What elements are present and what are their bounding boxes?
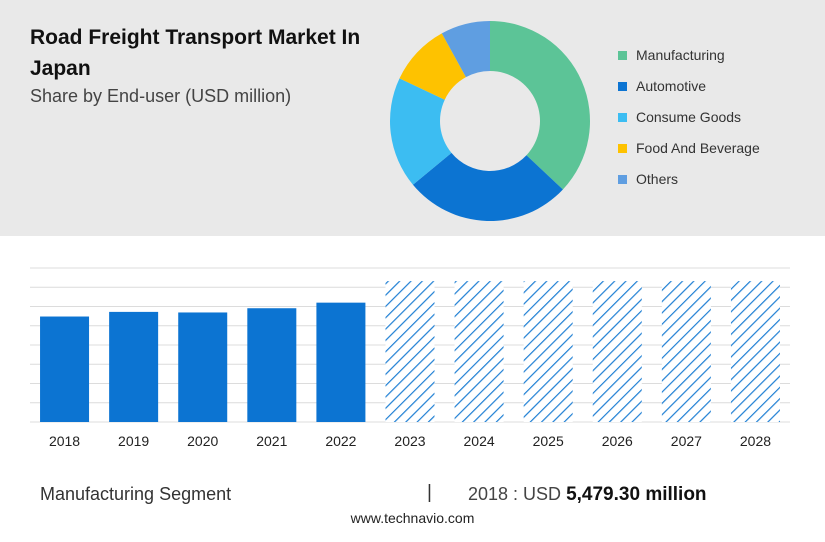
x-tick-label-2025: 2025 (533, 433, 564, 449)
bar-2022 (316, 302, 366, 422)
legend-label: Consume Goods (636, 109, 742, 125)
donut-slice-manufacturing (490, 21, 590, 190)
bar-chart: 2018 2019 2020 2021 2022 2023 2024 2025 2026 2027… (30, 267, 790, 449)
x-tick-label-2022: 2022 (325, 433, 356, 449)
legend-label: Manufacturing (636, 47, 725, 63)
donut-slice-others (441, 20, 490, 78)
bar-forecast-2026 (592, 281, 642, 422)
x-tick-label-2027: 2027 (671, 433, 702, 449)
legend-label: Others (636, 171, 679, 187)
legend-swatch (618, 112, 627, 122)
source-link[interactable]: www.technavio.com (350, 510, 475, 526)
donut-slice-food-and-beverage (399, 33, 466, 100)
segment-label: Manufacturing Segment (40, 484, 232, 504)
bar-forecast-2027 (661, 281, 711, 422)
bar-forecast-2024 (454, 281, 504, 422)
bar-2020 (178, 312, 228, 422)
donut-slice-consume-goods (390, 78, 452, 185)
summary-divider: | (427, 482, 432, 503)
bar-2021 (247, 308, 297, 422)
x-tick-label-2024: 2024 (464, 433, 495, 449)
bar-forecast-2023 (385, 281, 435, 422)
donut-slice-automotive (412, 152, 563, 221)
donut-chart (390, 20, 590, 221)
chart-title: Road Freight Transport Market In Japan (30, 26, 361, 80)
legend-swatch (618, 81, 627, 91)
legend-item-automotive: Automotive (618, 67, 760, 105)
x-tick-label-2026: 2026 (602, 433, 633, 449)
legend-item-food-and-beverage: Food And Beverage (618, 129, 760, 167)
chart-subtitle: Share by End-user (USD million) (30, 86, 292, 106)
legend-item-manufacturing: Manufacturing (618, 36, 760, 74)
segment-value: 2018 : USD 5,479.30 million (468, 484, 707, 506)
summary-bar: Manufacturing Segment | 2018 : USD 5,479… (0, 474, 825, 514)
bar-forecast-2025 (523, 281, 573, 422)
value-prefix: 2018 : USD (468, 484, 562, 504)
legend-swatch (618, 50, 627, 60)
legend-swatch (618, 174, 627, 184)
x-tick-label-2020: 2020 (187, 433, 218, 449)
x-tick-label-2028: 2028 (740, 433, 771, 449)
legend-item-consume-goods: Consume Goods (618, 98, 760, 136)
x-tick-label-2023: 2023 (394, 433, 425, 449)
x-tick-label-2019: 2019 (118, 433, 149, 449)
bar-forecast-2028 (730, 281, 780, 422)
x-tick-label-2018: 2018 (49, 433, 80, 449)
legend-swatch (618, 143, 627, 153)
bar-2019 (109, 311, 159, 422)
legend-label: Automotive (636, 78, 707, 94)
legend-label: Food And Beverage (636, 140, 760, 156)
bar-2018 (40, 316, 90, 422)
donut-legend: Manufacturing Automotive Consume Goods Food… (618, 36, 760, 198)
legend-item-others: Others (618, 160, 760, 198)
x-tick-label-2021: 2021 (256, 433, 287, 449)
value-amount: 5,479.30 million (566, 484, 707, 505)
